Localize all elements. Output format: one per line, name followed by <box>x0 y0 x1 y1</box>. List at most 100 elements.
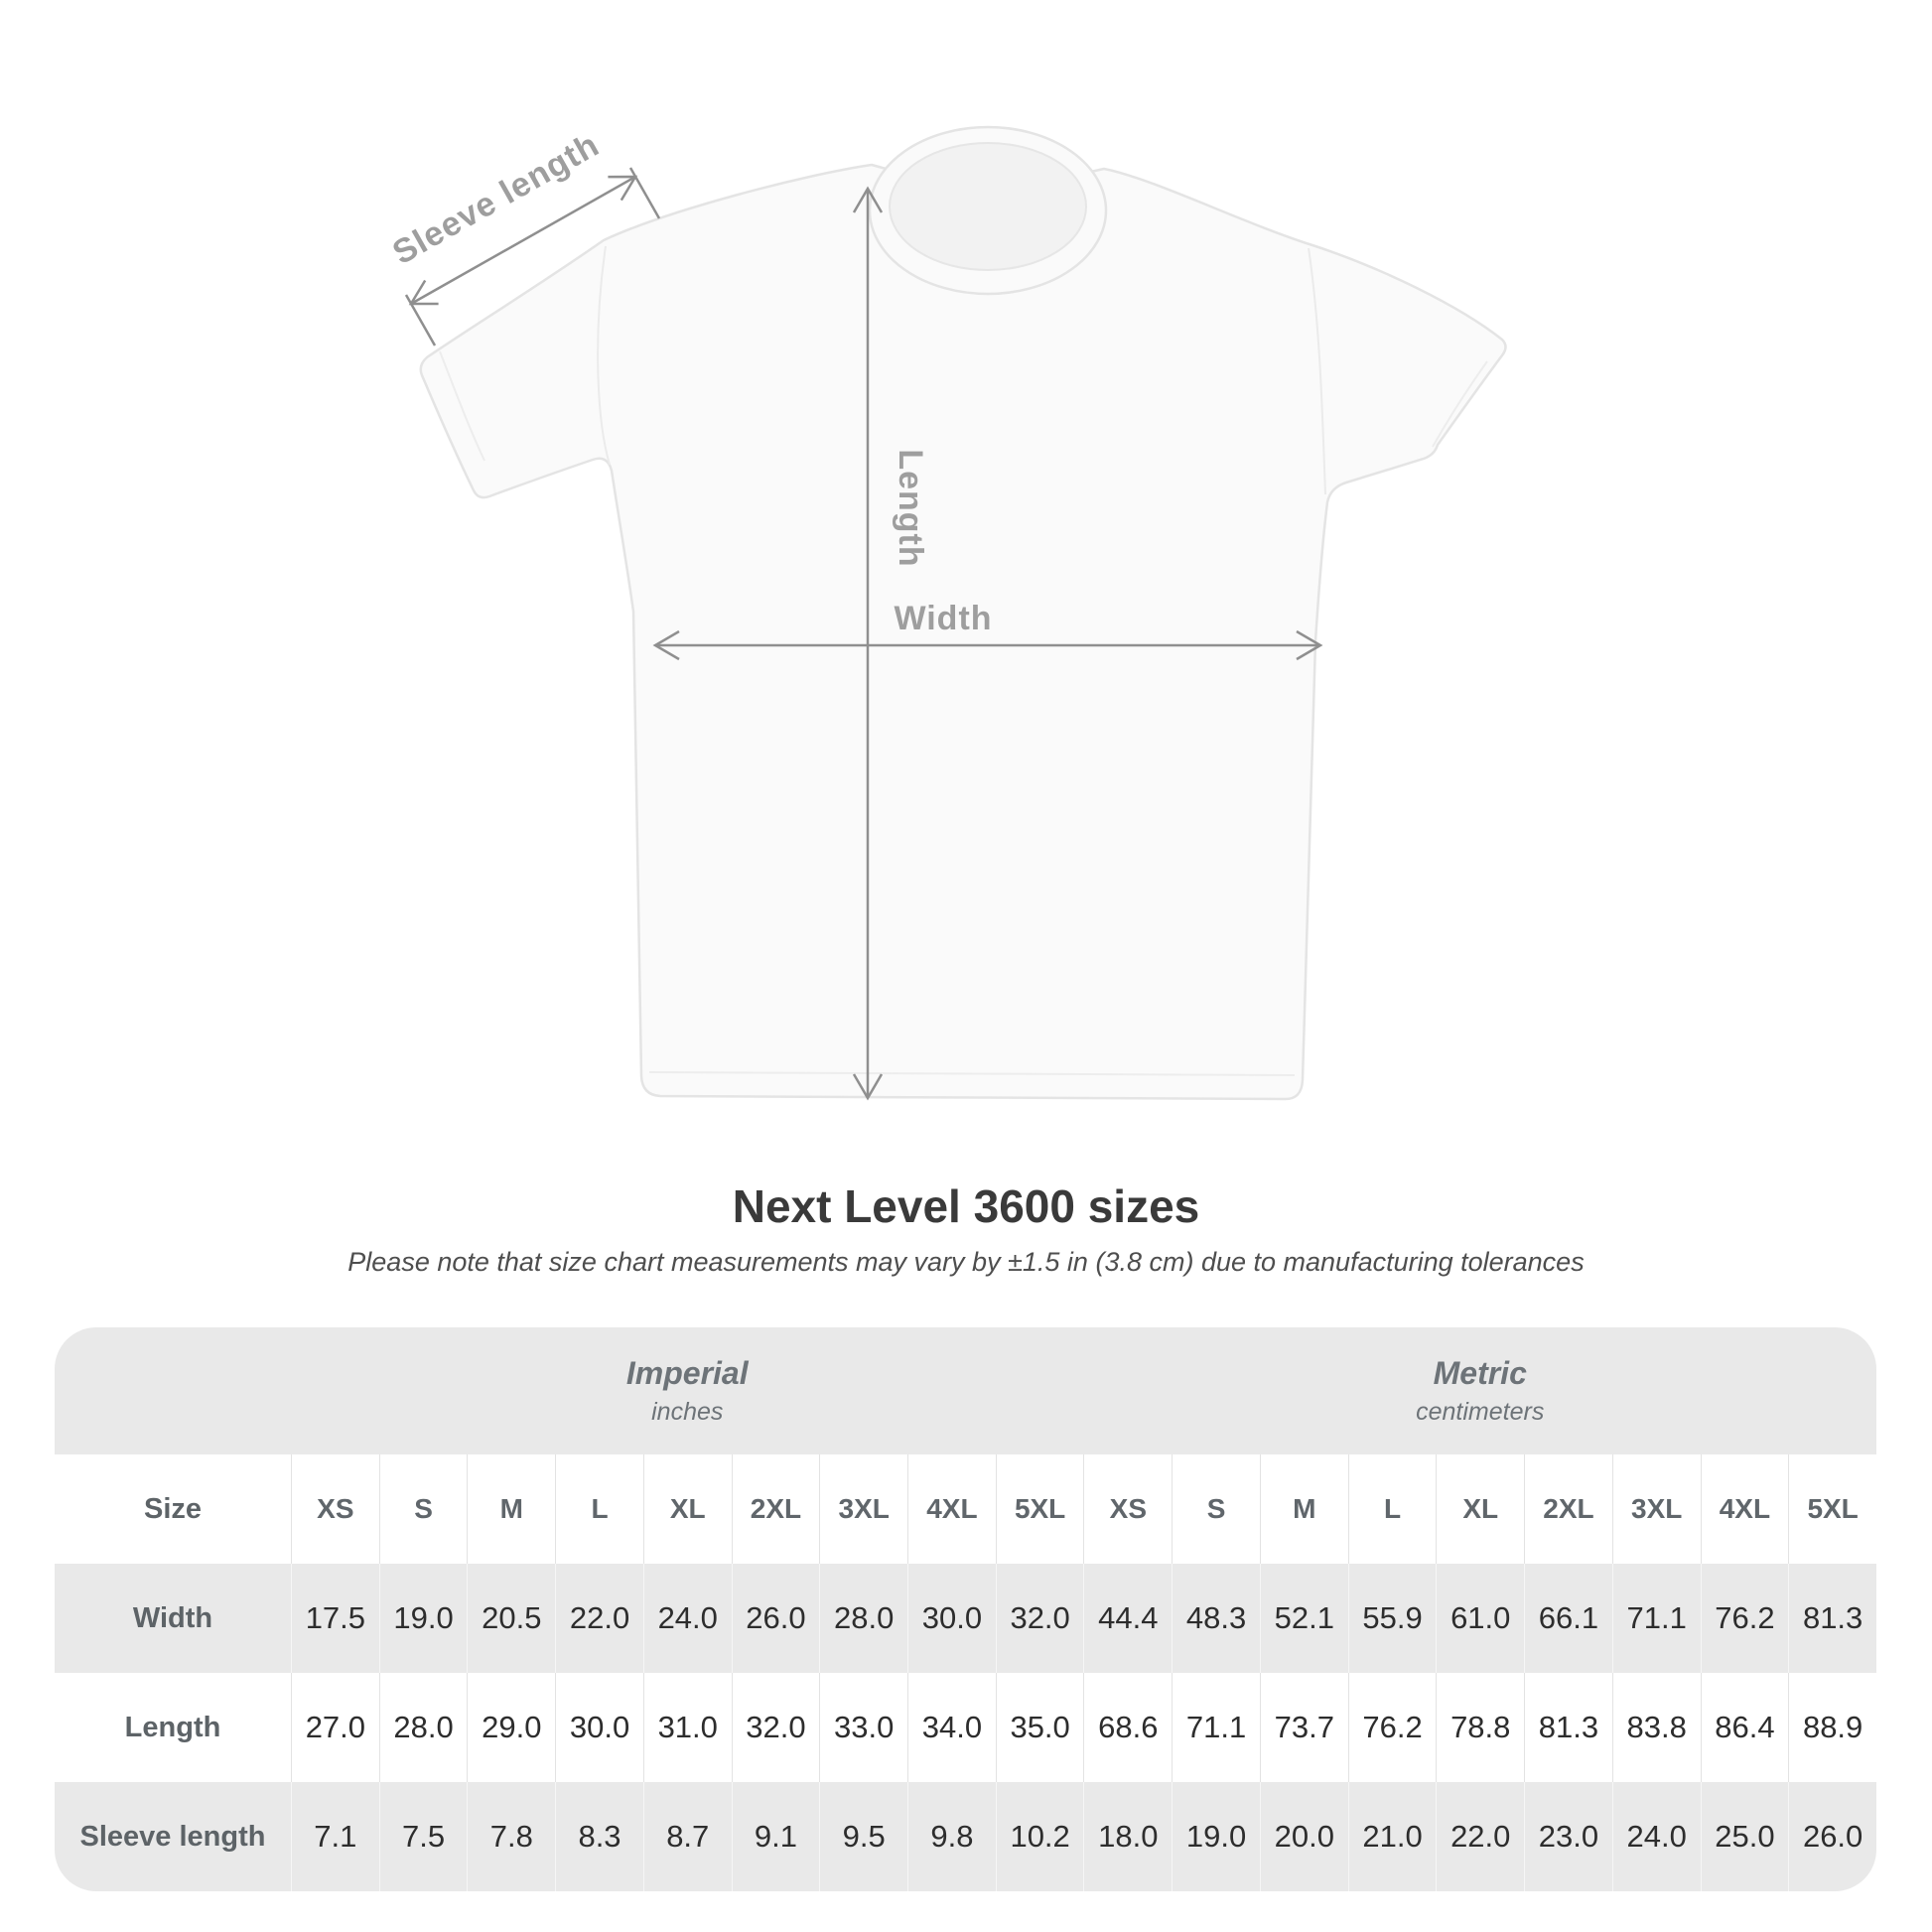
table-cell: 26.0 <box>1788 1782 1876 1891</box>
left-armhole-seam <box>597 245 611 466</box>
table-cell: 76.2 <box>1700 1564 1789 1673</box>
table-cell: 52.1 <box>1259 1564 1348 1673</box>
table-cell: 17.5 <box>291 1564 379 1673</box>
table-cell: 32.0 <box>731 1673 820 1782</box>
size-table: Imperial inches Metric centimeters Size … <box>55 1327 1876 1891</box>
size-col-header: XL <box>642 1454 732 1564</box>
table-cell: 81.3 <box>1788 1564 1876 1673</box>
table-cell: 28.0 <box>819 1564 907 1673</box>
table-cell: 32.0 <box>995 1564 1084 1673</box>
table-cell: 28.0 <box>378 1673 468 1782</box>
width-label: Width <box>894 600 992 637</box>
tshirt-illustration: Sleeve length Length Width <box>386 126 1507 1101</box>
size-col-header: 5XL <box>995 1454 1084 1564</box>
table-cell: 7.1 <box>291 1782 379 1891</box>
metric-header-unit: centimeters <box>1416 1398 1545 1426</box>
table-cell: 29.0 <box>467 1673 556 1782</box>
metric-header-name: Metric <box>1433 1355 1527 1391</box>
table-cell: 8.7 <box>642 1782 732 1891</box>
table-cell: 55.9 <box>1347 1564 1437 1673</box>
width-arrow <box>652 629 1323 661</box>
table-cell: 10.2 <box>995 1782 1084 1891</box>
row-label-width: Width <box>132 1601 213 1634</box>
row-label-sleeve-length: Sleeve length <box>79 1820 266 1853</box>
table-cell: 48.3 <box>1172 1564 1260 1673</box>
table-cell: 76.2 <box>1347 1673 1437 1782</box>
table-cell: 86.4 <box>1700 1673 1789 1782</box>
table-cell: 30.0 <box>907 1564 996 1673</box>
table-cell: 7.8 <box>467 1782 555 1891</box>
collar-inner <box>889 142 1087 271</box>
table-cell: 73.7 <box>1259 1673 1348 1782</box>
length-arrow <box>852 186 884 1101</box>
table-cell: 68.6 <box>1083 1673 1173 1782</box>
table-cell: 8.3 <box>555 1782 643 1891</box>
table-cell: 88.9 <box>1788 1673 1876 1782</box>
size-col-header: S <box>378 1454 468 1564</box>
table-cell: 19.0 <box>1172 1782 1260 1891</box>
imperial-header-name: Imperial <box>625 1355 749 1391</box>
table-cell: 22.0 <box>555 1564 643 1673</box>
imperial-header-unit: inches <box>651 1398 724 1426</box>
table-cell: 81.3 <box>1524 1673 1612 1782</box>
table-cell: 61.0 <box>1436 1564 1524 1673</box>
size-col-header: M <box>467 1454 556 1564</box>
size-col-header: 4XL <box>1700 1454 1789 1564</box>
table-cell: 21.0 <box>1347 1782 1437 1891</box>
right-armhole-seam <box>1308 247 1326 495</box>
table-cell: 25.0 <box>1700 1782 1789 1891</box>
table-cell: 9.8 <box>907 1782 996 1891</box>
table-cell: 44.4 <box>1083 1564 1172 1673</box>
table-cell: 27.0 <box>291 1673 379 1782</box>
page-title: Next Level 3600 sizes <box>732 1180 1200 1232</box>
table-cell: 31.0 <box>642 1673 732 1782</box>
table-cell: 71.1 <box>1611 1564 1701 1673</box>
table-cell: 22.0 <box>1436 1782 1524 1891</box>
size-col-header: 3XL <box>819 1454 908 1564</box>
size-col-header: 4XL <box>907 1454 996 1564</box>
size-col-header: L <box>1347 1454 1437 1564</box>
table-cell: 24.0 <box>642 1564 732 1673</box>
table-cell: 71.1 <box>1172 1673 1260 1782</box>
table-cell: 18.0 <box>1083 1782 1172 1891</box>
table-cell: 20.0 <box>1259 1782 1348 1891</box>
table-cell: 7.5 <box>378 1782 468 1891</box>
table-cell: 78.8 <box>1436 1673 1525 1782</box>
table-cell: 20.5 <box>467 1564 555 1673</box>
size-col-header: S <box>1172 1454 1260 1564</box>
title-block: Next Level 3600 sizes Please note that s… <box>0 1179 1932 1278</box>
sleeve-length-label: Sleeve length <box>386 126 606 272</box>
table-cell: 24.0 <box>1611 1782 1701 1891</box>
size-col-header: M <box>1259 1454 1348 1564</box>
table-cell: 9.5 <box>819 1782 907 1891</box>
size-header-label: Size <box>55 1454 291 1564</box>
metric-header: Metric centimeters <box>1083 1327 1876 1454</box>
size-col-header: XS <box>291 1454 379 1564</box>
table-cell: 26.0 <box>731 1564 820 1673</box>
table-cell: 66.1 <box>1524 1564 1612 1673</box>
size-col-header: L <box>555 1454 643 1564</box>
table-cell: 30.0 <box>555 1673 643 1782</box>
size-col-header: 2XL <box>731 1454 820 1564</box>
table-corner-cell <box>55 1327 291 1454</box>
size-col-header: XL <box>1436 1454 1525 1564</box>
size-col-header: 3XL <box>1611 1454 1701 1564</box>
table-cell: 23.0 <box>1524 1782 1612 1891</box>
table-cell: 19.0 <box>378 1564 468 1673</box>
imperial-header: Imperial inches <box>291 1327 1083 1454</box>
size-col-header: XS <box>1083 1454 1173 1564</box>
right-cuff-seam <box>1432 360 1488 448</box>
length-label: Length <box>892 449 929 567</box>
hem-stitch-line <box>648 1071 1296 1076</box>
left-cuff-seam <box>439 350 485 462</box>
tshirt-body <box>419 163 1507 1101</box>
sleeve-length-arrow <box>404 167 661 346</box>
table-cell: 33.0 <box>819 1673 908 1782</box>
size-col-header: 5XL <box>1788 1454 1876 1564</box>
table-cell: 83.8 <box>1611 1673 1701 1782</box>
size-col-header: 2XL <box>1524 1454 1612 1564</box>
row-label-length: Length <box>55 1673 291 1782</box>
table-cell: 35.0 <box>995 1673 1084 1782</box>
page-subtitle: Please note that size chart measurements… <box>347 1247 1585 1277</box>
